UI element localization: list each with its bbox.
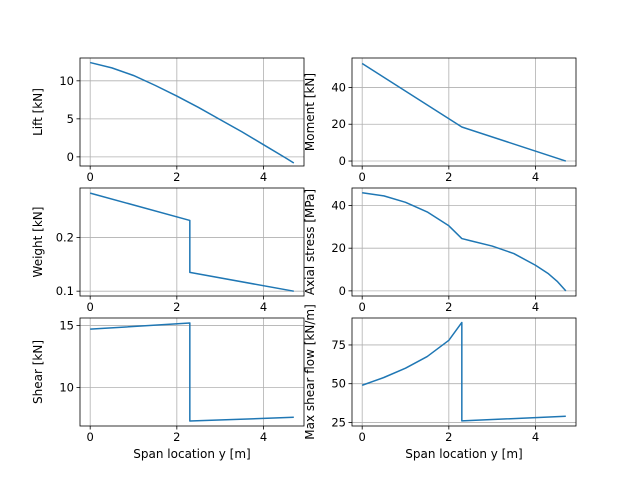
chart-top-left-ytick-label: 5 — [67, 112, 74, 126]
chart-middle-left: 0 2 4 0.1 0.2 Weight [kN] — [31, 187, 305, 314]
chart-bottom-left-frame — [79, 317, 305, 427]
chart-middle-right-ytick-label: 20 — [331, 241, 346, 255]
chart-top-right-xtick-label: 0 — [359, 170, 366, 184]
chart-top-left-ytick-label: 0 — [67, 150, 74, 164]
chart-bottom-right-ylabel: Max shear flow [kN/m] — [303, 304, 317, 440]
chart-middle-right-frame — [351, 187, 577, 297]
chart-top-right-ytick-label: 40 — [331, 80, 346, 94]
chart-middle-left-xtick-label: 0 — [87, 300, 94, 314]
chart-middle-right-ytick-label: 40 — [331, 199, 346, 213]
chart-top-left-ytick-label: 10 — [59, 74, 74, 88]
chart-bottom-right-xtick-label: 0 — [359, 430, 366, 444]
chart-bottom-left: 0 2 4 10 15 Shear [kN] Span location y [m] — [31, 317, 305, 461]
chart-top-right-ytick-label: 0 — [339, 154, 346, 168]
chart-bottom-right-ytick-label: 50 — [331, 377, 346, 391]
chart-bottom-left-ylabel: Shear [kN] — [31, 340, 45, 404]
chart-bottom-left-xtick-label: 2 — [173, 430, 180, 444]
chart-middle-left-xtick-label: 4 — [260, 300, 267, 314]
chart-top-right-ytick-label: 20 — [331, 117, 346, 131]
chart-middle-left-frame — [79, 187, 305, 297]
chart-top-left-frame — [79, 57, 305, 167]
chart-bottom-right-xtick-label: 4 — [532, 430, 539, 444]
chart-middle-left-xtick-label: 2 — [173, 300, 180, 314]
chart-top-left-xtick-label: 4 — [260, 170, 267, 184]
chart-middle-left-ytick-label: 0.1 — [56, 284, 74, 298]
chart-bottom-right-xlabel: Span location y [m] — [405, 447, 522, 461]
chart-bottom-right-xtick-label: 2 — [445, 430, 452, 444]
chart-middle-right-xtick-label: 2 — [445, 300, 452, 314]
chart-middle-right-ylabel: Axial stress [MPa] — [303, 189, 317, 295]
chart-top-left: 0 2 4 0 5 10 Lift [kN] — [31, 57, 305, 184]
chart-bottom-right: 0 2 4 25 50 75 Max shear flow [kN/m] Span locat… — [303, 304, 577, 461]
chart-bottom-left-xlabel: Span location y [m] — [133, 447, 250, 461]
chart-middle-left-ytick-label: 0.2 — [56, 231, 74, 245]
chart-top-left-ylabel: Lift [kN] — [31, 88, 45, 136]
chart-bottom-right-ytick-label: 25 — [331, 415, 346, 429]
chart-top-right-ylabel: Moment [kN] — [303, 73, 317, 151]
chart-bottom-left-ytick-label: 10 — [59, 381, 74, 395]
chart-bottom-right-ytick-label: 75 — [331, 338, 346, 352]
chart-top-right-frame — [351, 57, 577, 167]
chart-bottom-left-xtick-label: 0 — [87, 430, 94, 444]
chart-middle-right-ytick-label: 0 — [339, 284, 346, 298]
chart-middle-right-series-line — [362, 191, 567, 292]
chart-top-left-xtick-label: 2 — [173, 170, 180, 184]
chart-top-right-series-line — [361, 62, 567, 162]
chart-top-right-xtick-label: 4 — [532, 170, 539, 184]
chart-top-left-series-line — [90, 61, 295, 164]
chart-top-right-xtick-label: 2 — [445, 170, 452, 184]
chart-middle-left-ylabel: Weight [kN] — [31, 207, 45, 278]
chart-bottom-left-ytick-label: 15 — [59, 318, 74, 332]
chart-top-left-xtick-label: 0 — [87, 170, 94, 184]
chart-middle-right-xtick-label: 0 — [359, 300, 366, 314]
chart-bottom-left-series-line — [90, 322, 294, 422]
chart-bottom-right-series-line — [361, 321, 566, 422]
chart-middle-left-series-line — [89, 192, 294, 292]
chart-middle-right-xtick-label: 4 — [532, 300, 539, 314]
chart-bottom-right-frame — [351, 317, 577, 427]
chart-bottom-left-xtick-label: 4 — [260, 430, 267, 444]
